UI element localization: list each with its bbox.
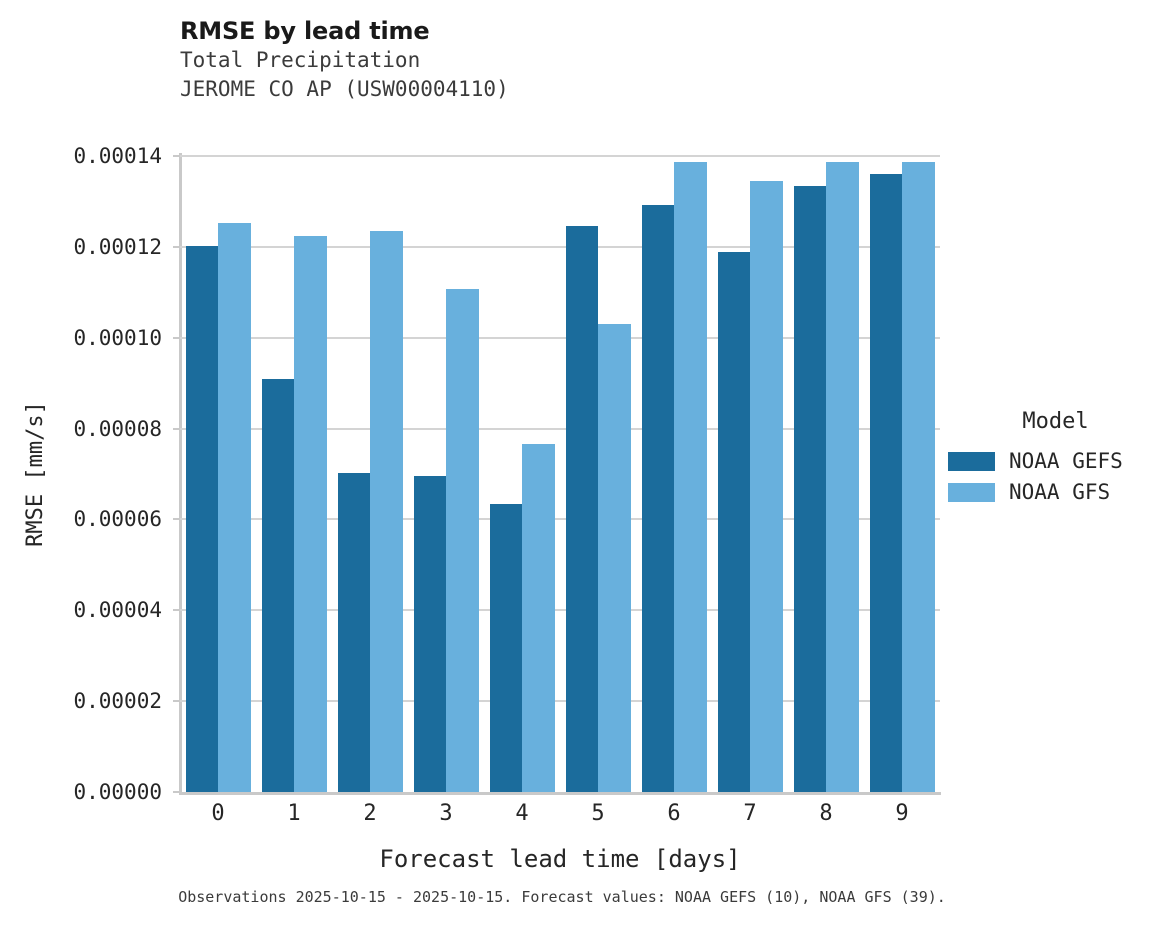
bar [826,161,859,792]
bar [674,162,707,792]
y-tick-label: 0.00014 [73,144,162,168]
y-tick-label: 0.00000 [73,780,162,804]
footer-note: Observations 2025-10-15 - 2025-10-15. Fo… [178,888,946,906]
legend-item-label: NOAA GFS [1009,480,1111,504]
bar [489,503,522,792]
bar [598,323,631,792]
y-axis-line [179,153,182,795]
x-axis-line [179,792,941,795]
bar [641,205,674,792]
x-tick-label: 7 [743,801,757,826]
x-tick-label: 1 [287,801,301,826]
y-tick-mark [173,518,180,521]
legend-swatch [948,483,995,502]
y-tick-label: 0.00004 [73,598,162,623]
gridline [180,609,940,612]
y-tick-mark [173,609,180,612]
chart-subtitle-station: JEROME CO AP (USW00004110) [180,77,509,101]
gridline [180,427,940,430]
y-tick-label: 0.00012 [73,234,162,259]
bar [261,378,294,792]
x-tick-label: 4 [515,801,529,826]
legend-item[interactable]: NOAA GEFS [948,446,1163,477]
x-tick-label: 9 [895,801,909,826]
x-tick-label: 3 [439,801,453,826]
chart-subtitle-variable: Total Precipitation [180,48,421,72]
bar [565,226,598,792]
plot-area: 0 1 2 3 4 5 6 7 8 9 [173,153,941,826]
x-axis-title: Forecast lead time [days] [379,845,741,873]
bar [869,173,902,792]
gridline [180,700,940,703]
title-block: RMSE by lead time Total Precipitation JE… [180,16,940,104]
legend-item[interactable]: NOAA GFS [948,477,1163,508]
gridline [180,518,940,521]
y-tick-mark [173,245,180,248]
bar [522,443,555,792]
gridline [180,336,940,339]
bar [750,181,783,792]
gridline [180,155,940,157]
y-tick-label: 0.00010 [73,325,162,350]
bar [218,222,251,792]
legend-rows: NOAA GEFS NOAA GFS [948,446,1163,508]
y-tick-label: 0.00008 [73,416,162,441]
legend: Model NOAA GEFS NOAA GFS [948,409,1163,508]
y-tick-mark [173,336,180,339]
bar [902,161,935,792]
legend-swatch [948,452,995,471]
y-tick-mark [173,700,180,703]
bar [294,235,327,792]
page-title: RMSE by lead time [180,17,430,45]
bar [185,245,218,792]
bar [413,476,446,792]
bar [717,251,750,792]
x-tick-label: 0 [211,801,225,826]
bar [370,231,403,792]
y-tick-label: 0.00002 [73,689,162,714]
y-tick-mark [173,427,180,430]
y-tick-mark [173,791,180,793]
gridline [180,245,940,248]
y-tick-label: 0.00006 [73,507,162,532]
x-tick-label: 8 [819,801,833,826]
legend-item-label: NOAA GEFS [1009,449,1123,473]
bar [446,288,479,792]
y-tick-mark [173,155,180,157]
x-tick-label: 2 [363,801,377,826]
x-tick-label: 6 [667,801,681,826]
x-tick-label: 5 [591,801,605,826]
bar [337,472,370,792]
bar [793,185,826,792]
legend-title: Model [1022,409,1089,434]
